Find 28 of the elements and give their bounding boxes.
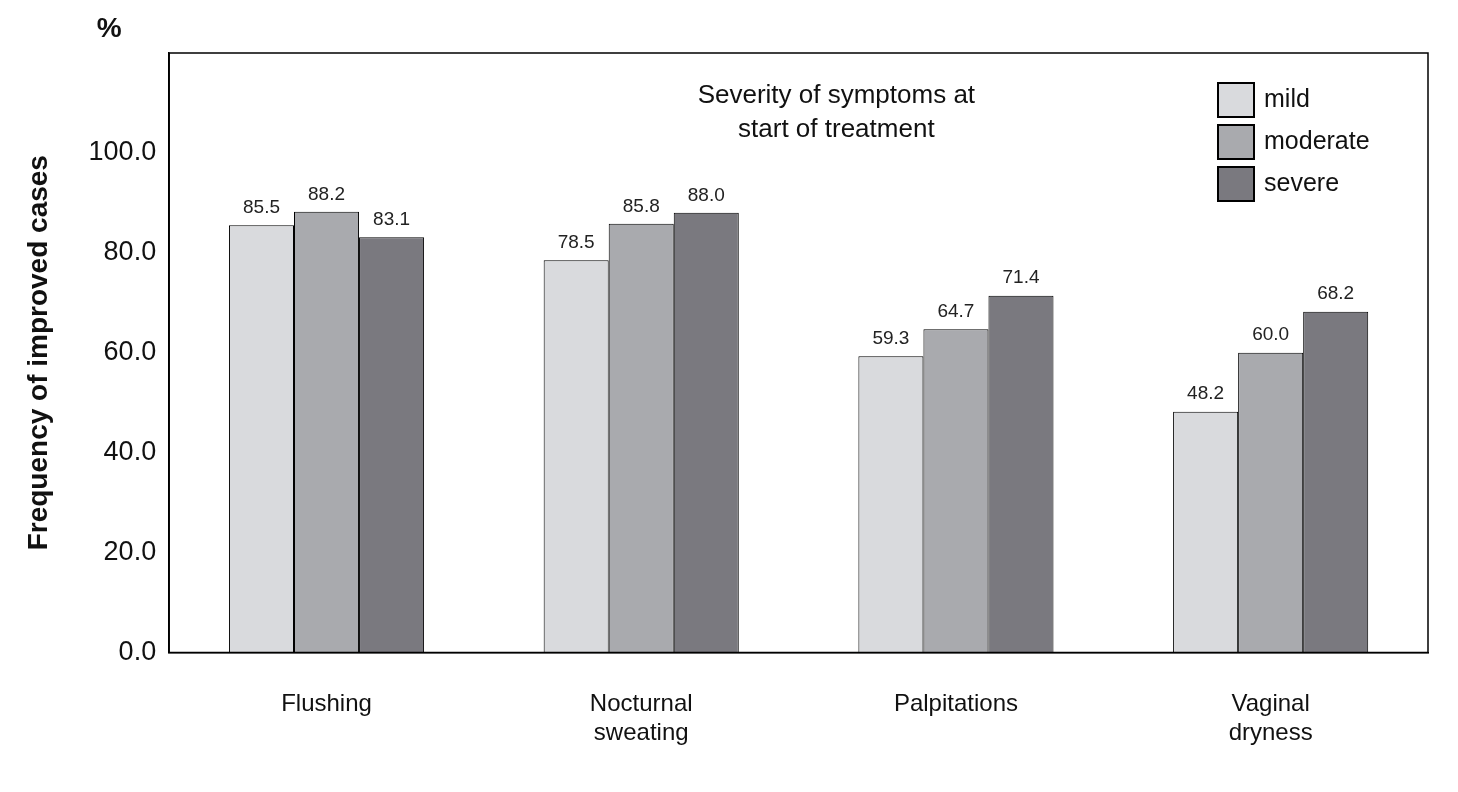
data-label: 85.8 <box>622 194 660 216</box>
legend-title: Severity of symptoms at start of treatment <box>697 79 976 144</box>
legend-label: mild <box>1264 83 1310 112</box>
data-label: 83.1 <box>373 208 411 230</box>
x-tick-label: Nocturnal sweating <box>589 689 693 746</box>
data-label: 59.3 <box>872 326 910 348</box>
data-label: 68.2 <box>1317 282 1355 304</box>
x-tick-label: Flushing <box>281 689 372 717</box>
y-tick-label: 80.0 <box>103 236 157 267</box>
y-tick-label: 0.0 <box>118 635 157 666</box>
x-tick-label: Palpitations <box>893 689 1018 717</box>
y-axis-title: Frequency of improved cases <box>21 155 53 551</box>
x-tick-label: Vaginal dryness <box>1228 689 1313 746</box>
y-tick-label: 20.0 <box>103 535 157 566</box>
data-label: 60.0 <box>1252 323 1290 345</box>
data-label: 48.2 <box>1187 382 1225 404</box>
legend-label: severe <box>1264 167 1340 196</box>
data-label: 78.5 <box>557 231 595 253</box>
y-tick-label: 100.0 <box>88 136 157 167</box>
legend-label: moderate <box>1264 125 1370 154</box>
data-label: 88.0 <box>687 183 725 205</box>
y-tick-label: 60.0 <box>103 336 157 367</box>
text: % <box>96 11 122 43</box>
data-label: 64.7 <box>937 299 975 321</box>
data-label: 85.5 <box>242 196 280 218</box>
data-label: 71.4 <box>1002 266 1040 288</box>
data-label: 88.2 <box>308 182 346 204</box>
y-tick-label: 40.0 <box>103 436 157 467</box>
